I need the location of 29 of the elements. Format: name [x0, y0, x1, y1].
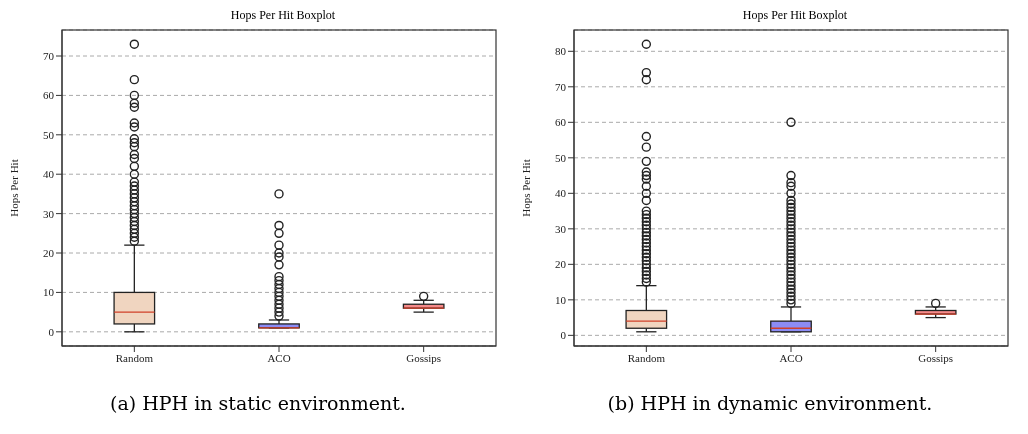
y-tick-label: 60 — [555, 116, 567, 129]
y-axis-title: Hops Per Hit — [7, 159, 20, 217]
text: (b) HPH in dynamic environment. — [606, 392, 934, 414]
x-tick-label: ACO — [779, 351, 803, 364]
y-tick-label: 10 — [43, 286, 55, 299]
chart-title: Hops Per Hit Boxplot — [229, 8, 337, 24]
x-tick-label: Gossips — [918, 351, 954, 364]
x-tick-label: ACO — [267, 351, 291, 364]
y-tick-label: 0 — [560, 329, 567, 342]
y-tick-label: 60 — [43, 89, 55, 102]
x-tick-label: Gossips — [406, 351, 442, 364]
y-tick-label: 20 — [555, 258, 567, 271]
y-tick-label: 80 — [555, 45, 567, 58]
x-tick-label: Random — [627, 351, 666, 364]
y-axis-title: Hops Per Hit — [519, 159, 532, 217]
y-tick-label: 40 — [555, 187, 567, 200]
x-tick-label: Random — [115, 351, 154, 364]
y-tick-label: 70 — [555, 80, 567, 93]
y-tick-label: 40 — [43, 168, 55, 181]
y-tick-label: 10 — [555, 293, 567, 306]
y-tick-label: 50 — [555, 151, 567, 164]
y-tick-label: 20 — [43, 246, 55, 259]
text: (a) HPH in static environment. — [109, 392, 407, 414]
y-tick-label: 0 — [48, 325, 55, 338]
y-tick-label: 30 — [555, 222, 567, 235]
chart-title: Hops Per Hit Boxplot — [741, 8, 849, 24]
y-tick-label: 30 — [43, 207, 55, 220]
y-tick-label: 70 — [43, 49, 55, 62]
y-tick-label: 50 — [43, 128, 55, 141]
